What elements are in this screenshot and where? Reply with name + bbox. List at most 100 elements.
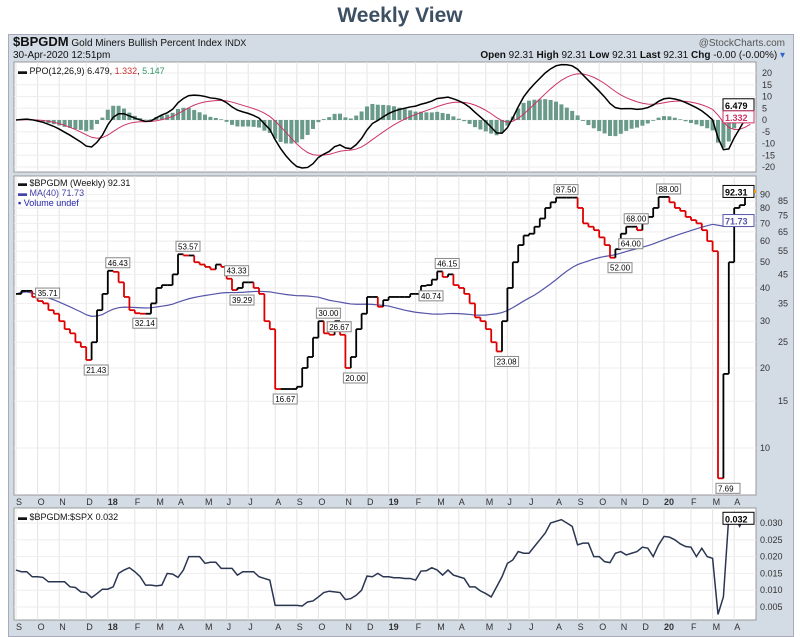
- ppo-hist-bar: [608, 120, 612, 136]
- ppo-hist-bar: [640, 120, 644, 126]
- month-label: F: [691, 497, 697, 507]
- annotation-label: 35.71: [38, 289, 59, 298]
- annotation-label: 46.15: [437, 259, 458, 268]
- annotation-label: 16.67: [275, 395, 296, 404]
- ppo-tick: -20: [762, 162, 775, 172]
- month-label: S: [297, 497, 303, 507]
- ppo-hist-bar: [435, 112, 439, 120]
- price-tick: 50: [760, 257, 770, 267]
- ppo-hist-bar: [106, 110, 110, 120]
- ppo-hist-bar: [57, 120, 61, 125]
- ppo-hist-bar: [327, 117, 331, 120]
- month-label: M: [486, 622, 494, 632]
- ppo-hist-bar: [333, 114, 337, 120]
- ppo-hist-bar: [279, 120, 283, 142]
- price-tick: 20: [760, 363, 770, 373]
- ppo-hist-bar: [252, 120, 256, 127]
- ppo-hist-bar: [370, 104, 374, 120]
- price-tick: 65: [778, 227, 788, 237]
- ppo-hist-bar: [246, 120, 250, 126]
- ratio-label: $BPGDM:$SPX: [30, 512, 94, 522]
- ppo-hist-bar: [586, 120, 590, 125]
- ppo-hist-bar: [549, 100, 553, 120]
- ppo-hist-value: 5.147: [142, 66, 165, 76]
- ratio-legend: ▬ $BPGDM:$SPX 0.032: [18, 511, 118, 523]
- month-label: M: [437, 497, 445, 507]
- month-label: M: [156, 622, 164, 632]
- ppo-hist-bar: [349, 119, 353, 120]
- ppo-hist-bar: [79, 120, 83, 130]
- annotation-label: 64.00: [621, 240, 642, 249]
- ppo-hist-bar: [424, 112, 428, 120]
- price-tick: 80: [760, 203, 770, 213]
- annotation-label: 53.57: [178, 242, 199, 251]
- ppo-hist-bar: [500, 120, 504, 133]
- ppo-hist-bar: [219, 119, 223, 120]
- price-tick: 40: [760, 283, 770, 293]
- ppo-hist-bar: [613, 120, 617, 136]
- ppo-hist-bar: [73, 120, 77, 129]
- month-label: 18: [108, 497, 118, 507]
- ppo-hist-bar: [635, 120, 639, 128]
- ratio-tick: 0.010: [760, 585, 783, 595]
- annotation-label: 39.29: [232, 296, 253, 305]
- main-legend: ▬ $BPGDM (Weekly) 92.31▬ MA(40) 71.73▪ V…: [18, 178, 130, 208]
- ppo-hist-bar: [581, 120, 585, 121]
- month-label: D: [367, 497, 374, 507]
- month-label: J: [248, 622, 253, 632]
- ppo-hist-bar: [354, 116, 358, 120]
- ppo-tick: -15: [762, 150, 775, 160]
- month-label: A: [275, 497, 281, 507]
- annotation-label: 46.43: [108, 259, 129, 268]
- price-tick: 90: [760, 189, 770, 199]
- ppo-hist-bar: [117, 106, 121, 120]
- ppo-hist-bar: [705, 120, 709, 128]
- ppo-hist-bar: [592, 120, 596, 128]
- ppo-hist-bar: [457, 119, 461, 120]
- ppo-hist-bar: [165, 115, 169, 120]
- ppo-hist-bar: [360, 111, 364, 120]
- ppo-hist-bar: [322, 119, 326, 120]
- ppo-hist-bar: [646, 120, 650, 124]
- month-label: 19: [389, 622, 399, 632]
- annotation-label: 87.50: [556, 186, 577, 195]
- ppo-hist-bar: [473, 120, 477, 127]
- month-label: J: [248, 497, 253, 507]
- month-label: A: [178, 622, 184, 632]
- month-label: D: [86, 497, 93, 507]
- annotation-label: 26.67: [329, 323, 350, 332]
- ppo-hist-bar: [306, 120, 310, 135]
- ppo-hist-bar: [522, 103, 526, 120]
- month-label: M: [205, 497, 213, 507]
- annotation-label: 68.00: [626, 215, 647, 224]
- ppo-hist-bar: [630, 120, 634, 129]
- ppo-hist-bar: [559, 104, 563, 120]
- ppo-tick: 10: [762, 92, 772, 102]
- ppo-hist-bar: [576, 115, 580, 120]
- ppo-badge: 6.479: [725, 101, 748, 111]
- ppo-hist-bar: [198, 112, 202, 120]
- month-label: N: [345, 497, 352, 507]
- ppo-tick: -10: [762, 139, 775, 149]
- ma-badge: 71.73: [725, 217, 748, 227]
- ppo-hist-bar: [392, 106, 396, 120]
- ppo-tick: 0: [762, 115, 767, 125]
- month-label: F: [135, 497, 141, 507]
- month-label: A: [459, 497, 465, 507]
- month-label: M: [713, 622, 721, 632]
- annotation-label: 30.00: [318, 309, 339, 318]
- month-label: J: [507, 622, 512, 632]
- month-label: S: [297, 622, 303, 632]
- month-label: S: [578, 622, 584, 632]
- ppo-hist-bar: [365, 106, 369, 120]
- price-tick: 45: [778, 269, 788, 279]
- ppo-hist-bar: [694, 120, 698, 124]
- price-tick: 75: [778, 210, 788, 220]
- ppo-tick: -5: [762, 127, 770, 137]
- month-label: D: [367, 622, 374, 632]
- month-label: A: [459, 622, 465, 632]
- ppo-hist-bar: [441, 113, 445, 120]
- month-label: F: [691, 622, 697, 632]
- month-label: A: [556, 497, 562, 507]
- price-tick: 15: [778, 396, 788, 406]
